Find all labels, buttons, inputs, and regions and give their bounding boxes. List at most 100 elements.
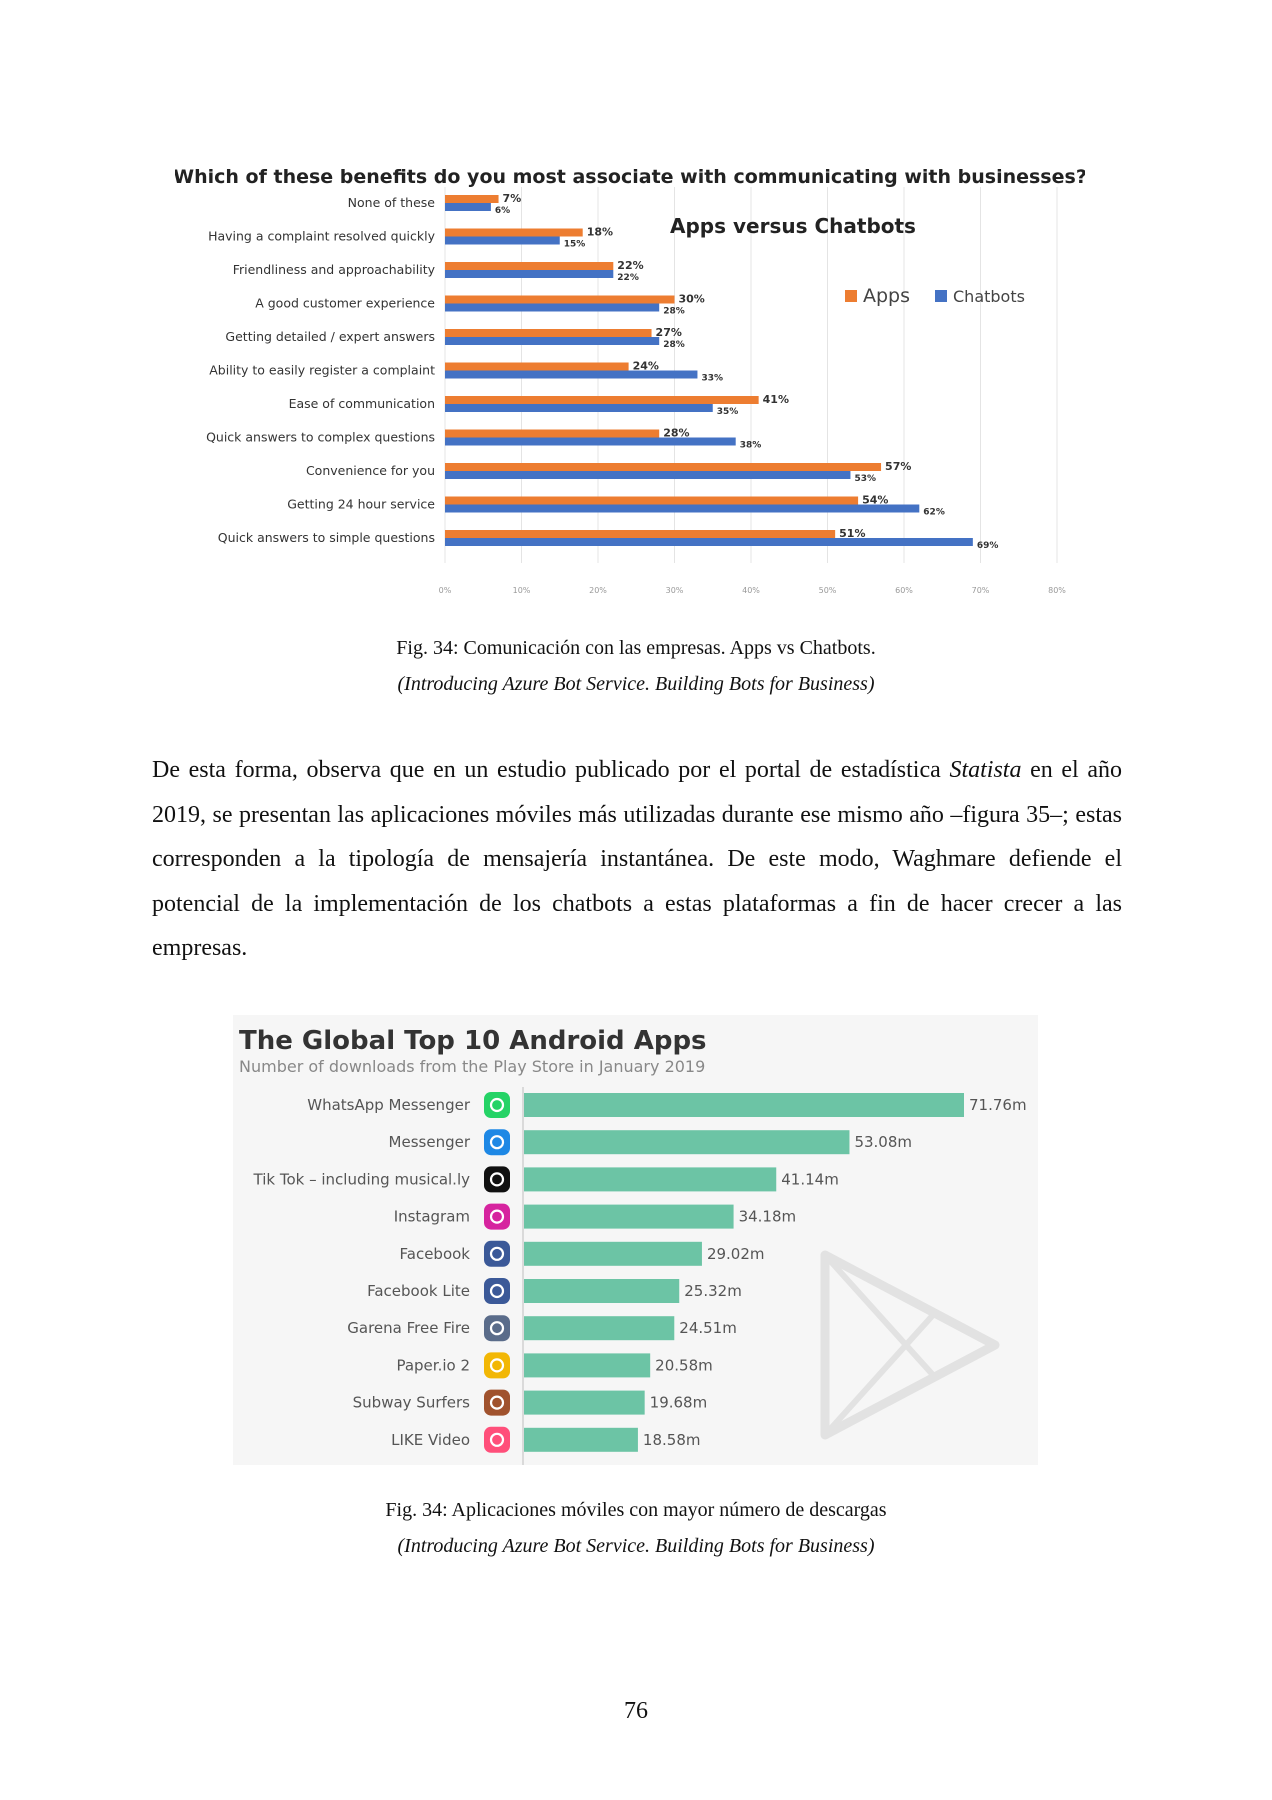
- instagram-icon: [484, 1203, 510, 1230]
- chart-1-category-label: Ease of communication: [289, 396, 435, 411]
- chart-1-data-label-apps: 41%: [763, 393, 789, 406]
- chart-1-category-label: Ability to easily register a complaint: [209, 363, 435, 378]
- chart-1-bar-chatbots: [445, 337, 660, 345]
- play-store-watermark-icon: [820, 1250, 1000, 1440]
- chart-1-bar-apps: [445, 195, 499, 203]
- chart-1-data-label-chatbots: 53%: [854, 474, 876, 484]
- chart-2-data-label: 24.51m: [679, 1319, 737, 1337]
- app-icon-shape: [484, 1166, 510, 1193]
- chart-1-bar-apps: [445, 329, 652, 337]
- chart-1-x-tick-label: 60%: [895, 586, 913, 595]
- chart-1-bar-chatbots: [445, 471, 851, 479]
- chart-1-title: Which of these benefits do you most asso…: [175, 166, 1085, 188]
- chart-2-bar: [524, 1390, 645, 1415]
- chart-2-data-label: 25.32m: [684, 1282, 742, 1300]
- chart-1-inset-title: Apps versus Chatbots: [670, 214, 916, 238]
- app-icon-shape: [484, 1389, 510, 1416]
- chart-1-legend: Apps Chatbots: [845, 285, 1025, 307]
- chart-1-data-label-chatbots: 6%: [495, 206, 510, 216]
- chart-2-bar: [524, 1353, 651, 1378]
- chart-2-category-label: Paper.io 2: [396, 1356, 470, 1374]
- chart-1-data-label-chatbots: 15%: [564, 240, 586, 250]
- chart-1-category-label: Quick answers to simple questions: [218, 530, 435, 545]
- chart-2-bar: [524, 1279, 680, 1303]
- chart-1-bar-chatbots: [445, 270, 614, 278]
- chart-2-data-label: 18.58m: [643, 1431, 701, 1449]
- paragraph-text-before: De esta forma, observa que en un estudio…: [152, 757, 950, 783]
- chart-1-bar-apps: [445, 530, 836, 538]
- chart-1-category-label: Getting detailed / expert answers: [225, 329, 435, 344]
- chart-2-bar: [524, 1130, 850, 1155]
- chart-1-x-tick-label: 20%: [589, 586, 607, 595]
- chart-1-data-label-apps: 28%: [663, 427, 689, 440]
- chart-1-data-label-chatbots: 38%: [740, 441, 762, 451]
- app-icon-glyph: [489, 1395, 505, 1410]
- chart-1-bar-chatbots: [445, 203, 491, 211]
- chart-1-category-label: None of these: [348, 195, 436, 210]
- chart-1-data-label-apps: 24%: [633, 360, 659, 373]
- chart-1-x-tick-label: 50%: [819, 586, 837, 595]
- chart-2-bar: [524, 1427, 638, 1452]
- paragraph-emphasis: Statista: [949, 757, 1022, 783]
- chart-2-category-label: Facebook: [400, 1245, 471, 1263]
- chart-1-category-label: Friendliness and approachability: [233, 262, 436, 277]
- chart-1-x-tick-label: 40%: [742, 586, 760, 595]
- chart-1-bar-apps: [445, 429, 660, 438]
- app-icon-glyph: [489, 1172, 505, 1187]
- chart-1-x-tick-label: 10%: [513, 586, 531, 595]
- chart-2-bar: [524, 1316, 675, 1341]
- chart-1-data-label-apps: 51%: [839, 527, 865, 540]
- chart-2-data-label: 34.18m: [739, 1208, 797, 1226]
- chart-2-category-label: Tik Tok – including musical.ly: [253, 1170, 471, 1188]
- legend-label-apps: Apps: [863, 285, 910, 307]
- chart-2-bar: [524, 1241, 702, 1266]
- chart-1-bar-chatbots: [445, 538, 973, 546]
- whatsapp-icon: [484, 1092, 510, 1118]
- chart-1-data-label-chatbots: 33%: [701, 374, 723, 384]
- facebook-icon: [484, 1240, 510, 1267]
- legend-swatch-apps: [845, 290, 857, 302]
- legend-swatch-chatbots: [935, 290, 947, 302]
- chart-2-data-label: 20.58m: [655, 1356, 713, 1374]
- chart-1-x-tick-label: 80%: [1048, 586, 1066, 595]
- chart-1-bar-chatbots: [445, 236, 560, 245]
- paragraph-text-after: en el año 2019, se presentan las aplicac…: [152, 757, 1123, 961]
- chart-1-bar-chatbots: [445, 370, 698, 379]
- chart-2-category-label: Instagram: [394, 1208, 470, 1226]
- chart-2-data-label: 41.14m: [781, 1170, 839, 1188]
- page-number: 76: [624, 1698, 648, 1724]
- chart-2-category-label: WhatsApp Messenger: [307, 1096, 471, 1114]
- chart-2-category-label: Garena Free Fire: [347, 1319, 470, 1337]
- chart-1-data-label-chatbots: 28%: [663, 340, 685, 350]
- chart-1-data-label-chatbots: 28%: [663, 307, 685, 317]
- chart-2-category-label: LIKE Video: [391, 1431, 470, 1449]
- chart-1-bar-apps: [445, 295, 675, 304]
- app-icon-glyph: [489, 1209, 505, 1224]
- subway-surfers-icon: [484, 1389, 510, 1416]
- paper-io-icon: [484, 1352, 510, 1379]
- app-icon-glyph: [489, 1283, 505, 1299]
- figure-apps-vs-chatbots-chart: Which of these benefits do you most asso…: [175, 166, 1085, 595]
- figure-2-caption: Fig. 34: Aplicaciones móviles con mayor …: [385, 1499, 887, 1521]
- app-icon-shape: [484, 1315, 510, 1342]
- app-icon-shape: [484, 1092, 510, 1118]
- chart-2-title: The Global Top 10 Android Apps: [239, 1026, 707, 1056]
- chart-2-data-label: 19.68m: [650, 1394, 708, 1412]
- figure-1-source: (Introducing Azure Bot Service. Building…: [397, 673, 875, 695]
- chart-1-bar-chatbots: [445, 504, 920, 513]
- chart-1-category-label: Quick answers to complex questions: [206, 430, 435, 445]
- app-icon-shape: [484, 1352, 510, 1379]
- chart-1-x-tick-label: 30%: [666, 586, 684, 595]
- chart-1-data-label-apps: 18%: [587, 226, 613, 239]
- chart-1-data-label-apps: 7%: [503, 192, 522, 205]
- chart-1-x-tick-label: 0%: [439, 586, 452, 595]
- chart-1-data-label-apps: 27%: [656, 326, 682, 339]
- chart-1-data-label-chatbots: 69%: [977, 541, 999, 551]
- chart-2-category-label: Messenger: [389, 1133, 471, 1151]
- chart-2-subtitle: Number of downloads from the Play Store …: [239, 1057, 705, 1076]
- app-icon-shape: [484, 1203, 510, 1230]
- chart-2-data-label: 53.08m: [854, 1133, 912, 1151]
- body-paragraph: De esta forma, observa que en un estudio…: [152, 748, 1122, 971]
- chart-1-data-label-apps: 30%: [679, 293, 705, 306]
